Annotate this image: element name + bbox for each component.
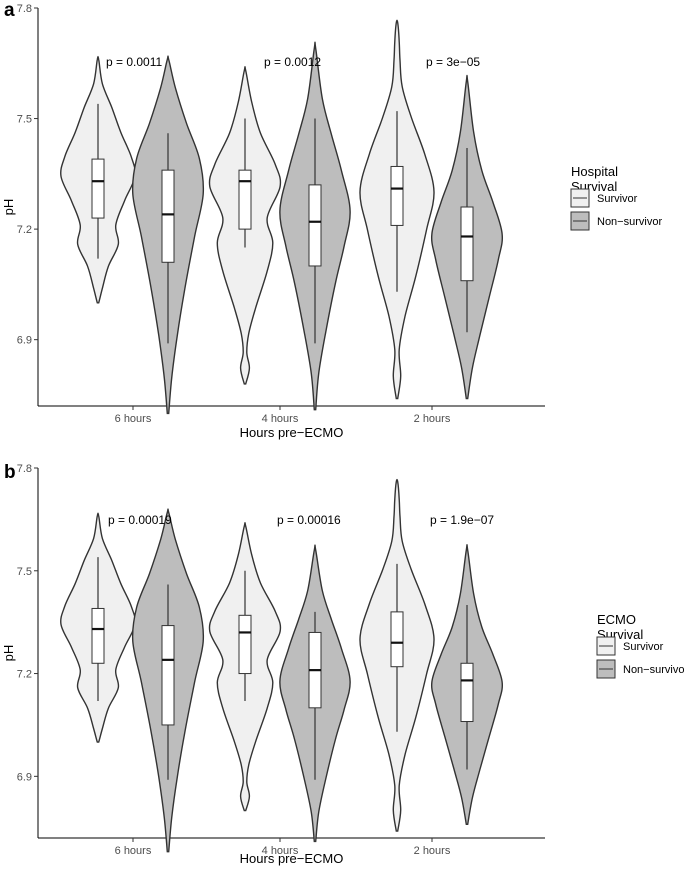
x-tick-label: 6 hours (115, 413, 152, 425)
y-tick-label: 7.5 (17, 566, 32, 578)
box-iqr (91, 158, 105, 219)
x-tick-label: 6 hours (115, 845, 152, 857)
box-iqr (308, 184, 322, 267)
box-iqr (238, 169, 252, 230)
x-tick-label: 4 hours (262, 413, 299, 425)
box-iqr (238, 614, 252, 675)
x-tick-label: 4 hours (262, 845, 299, 857)
y-tick-label: 7.2 (17, 669, 32, 681)
y-tick-label: 7.8 (17, 463, 32, 475)
x-axis-title: Hours pre−ECMO (240, 851, 344, 866)
p-value-annotation: p = 0.00016 (277, 513, 341, 527)
p-value-annotation: p = 0.0012 (264, 55, 321, 69)
box-iqr (460, 206, 474, 282)
box-iqr (91, 607, 105, 664)
y-tick-label: 7.5 (17, 114, 32, 126)
x-axis-title: Hours pre−ECMO (240, 425, 344, 440)
legend-label: Non−survivor (597, 216, 662, 228)
x-tick-label: 2 hours (414, 413, 451, 425)
chart-panel-b: b 6.9 7.2 7.5 7.8 pH 6 hours 4 hours 2 hours Hour… (1, 462, 685, 866)
y-tick-label: 6.9 (17, 771, 32, 783)
chart-panel-a: a 6.9 7.2 7.5 7.8 pH 6 hours 4 hours 2 hours Hour… (1, 0, 662, 440)
box-iqr (390, 611, 404, 668)
y-tick-label: 7.2 (17, 224, 32, 236)
box-iqr (390, 165, 404, 226)
box-iqr (460, 662, 474, 723)
panel-label: a (4, 0, 15, 21)
y-axis-title: pH (1, 645, 16, 662)
legend-label: Survivor (597, 193, 638, 205)
p-value-annotation: p = 3e−05 (426, 55, 480, 69)
legend-label: Survivor (623, 641, 664, 653)
y-axis-title: pH (1, 199, 16, 216)
box-iqr (161, 625, 175, 726)
panel-label: b (4, 462, 16, 483)
p-value-annotation: p = 1.9e−07 (430, 513, 494, 527)
legend-label: Non−survivor (623, 664, 685, 676)
legend-title: Hospital (571, 164, 618, 179)
p-value-annotation: p = 0.0011 (106, 55, 162, 69)
legend-title: ECMO (597, 612, 636, 627)
y-tick-label: 7.8 (17, 3, 32, 15)
box-iqr (161, 169, 175, 263)
p-value-annotation: p = 0.00019 (108, 513, 172, 527)
y-tick-label: 6.9 (17, 335, 32, 347)
x-tick-label: 2 hours (414, 845, 451, 857)
